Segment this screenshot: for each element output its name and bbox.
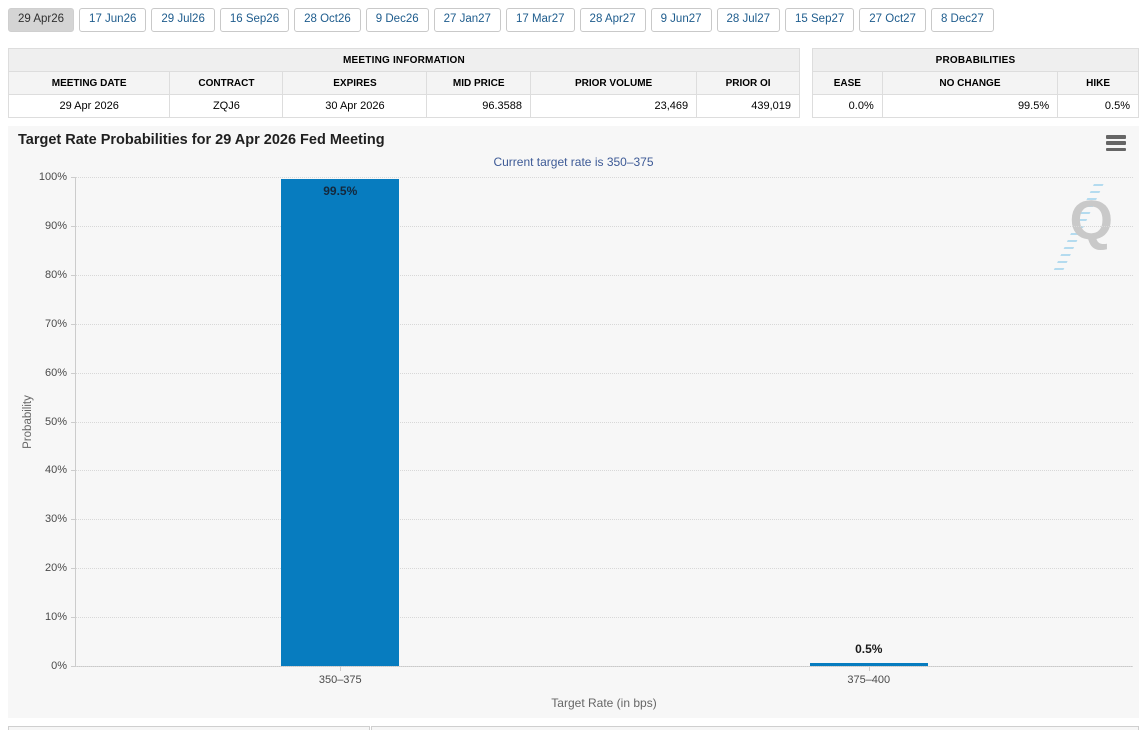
meeting-info-group-header: MEETING INFORMATION <box>8 48 800 72</box>
meeting-tab-29-jul26[interactable]: 29 Jul26 <box>151 8 215 32</box>
y-gridline <box>76 421 1133 423</box>
meeting-tab-16-sep26[interactable]: 16 Sep26 <box>219 8 290 32</box>
meeting-tab-27-jan27[interactable]: 27 Jan27 <box>433 8 501 32</box>
probabilities-column-header: EASE <box>812 71 883 95</box>
meeting-info-value: 29 Apr 2026 <box>7 94 171 118</box>
probability-bar-375-400[interactable] <box>810 663 928 666</box>
y-axis-tick-label: 40% <box>44 464 67 477</box>
meeting-info-value: ZQJ6 <box>169 94 284 118</box>
meeting-tab-8-dec27[interactable]: 8 Dec27 <box>930 8 994 32</box>
y-axis-title: Probability <box>22 395 34 449</box>
next-table-stub-right <box>371 726 1139 730</box>
y-gridline <box>76 323 1133 325</box>
x-axis-label: 375–400 <box>847 674 891 686</box>
y-gridline <box>76 666 1133 667</box>
y-axis-tick-label: 30% <box>44 513 67 526</box>
meeting-tab-28-oct26[interactable]: 28 Oct26 <box>294 8 361 32</box>
meeting-date-tabs: 29 Apr26 17 Jun26 29 Jul26 16 Sep26 28 Oct26… <box>8 8 994 32</box>
y-axis-tick-label: 60% <box>44 366 67 379</box>
x-axis-title: Target Rate (in bps) <box>551 696 657 710</box>
meeting-info-column-header: PRIOR OI <box>696 71 800 95</box>
y-axis-tick-label: 0% <box>51 660 67 672</box>
y-gridline <box>76 568 1133 570</box>
quikstrike-q-logo: Q <box>1069 188 1113 251</box>
meeting-tab-9-dec26[interactable]: 9 Dec26 <box>365 8 429 32</box>
probabilities-column-header: HIKE <box>1057 71 1139 95</box>
meeting-tab-9-jun27[interactable]: 9 Jun27 <box>650 8 712 32</box>
y-axis-tick-label: 70% <box>44 317 67 330</box>
y-axis-tick <box>71 177 76 178</box>
meeting-info-value: 30 Apr 2026 <box>282 94 428 118</box>
x-axis-tick <box>869 666 870 671</box>
y-axis-tick-label: 10% <box>44 611 67 624</box>
hamburger-bar <box>1106 141 1126 145</box>
probability-bar-350-375[interactable] <box>281 179 399 666</box>
chart-title: Target Rate Probabilities for 29 Apr 202… <box>18 132 385 148</box>
y-axis-tick-label: 20% <box>44 562 67 575</box>
meeting-info-column-header: CONTRACT <box>169 71 284 95</box>
plot-area: 0% 10% 20% 30% 40% 50% 60% 70% 80% 90% 100% 99.5% 35… <box>39 171 1133 686</box>
meeting-tab-28-apr27[interactable]: 28 Apr27 <box>579 8 646 32</box>
y-axis-tick-label: 50% <box>44 415 67 428</box>
y-axis-tick <box>71 274 76 276</box>
y-axis-tick <box>71 617 76 619</box>
next-table-stub-left <box>8 726 370 730</box>
y-axis-tick <box>71 519 76 521</box>
y-axis-tick <box>71 372 76 374</box>
hamburger-bar <box>1106 135 1126 139</box>
y-gridline <box>76 519 1133 521</box>
meeting-info-column-header: MID PRICE <box>426 71 532 95</box>
y-axis-tick <box>71 666 76 667</box>
meeting-tab-28-jul27[interactable]: 28 Jul27 <box>716 8 781 32</box>
meeting-tab-15-sep27[interactable]: 15 Sep27 <box>785 8 855 32</box>
meeting-tab-17-jun26[interactable]: 17 Jun26 <box>79 8 147 32</box>
meeting-tab-17-mar27[interactable]: 17 Mar27 <box>505 8 575 32</box>
bar-value-label: 0.5% <box>855 642 883 656</box>
meeting-info-table: MEETING INFORMATION MEETING DATE CONTRACT E… <box>7 48 800 118</box>
meeting-info-value: 439,019 <box>696 94 800 118</box>
target-rate-chart-panel: Target Rate Probabilities for 29 Apr 202… <box>8 126 1139 718</box>
y-axis-tick <box>71 225 76 227</box>
bar-value-label: 99.5% <box>323 184 358 198</box>
y-gridline <box>76 617 1133 619</box>
y-axis-tick <box>71 568 76 570</box>
meeting-info-value: 23,469 <box>530 94 698 118</box>
probabilities-table: PROBABILITIES EASE NO CHANGE HIKE 0.0% 99.5% 0… <box>812 48 1139 118</box>
y-gridline <box>76 372 1133 374</box>
meeting-info-column-header: MEETING DATE <box>7 71 171 95</box>
y-gridline <box>76 470 1133 472</box>
probabilities-group-header: PROBABILITIES <box>812 48 1139 72</box>
x-axis-label: 350–375 <box>318 674 362 686</box>
probabilities-value: 0.0% <box>812 94 883 118</box>
hamburger-bar <box>1106 147 1126 151</box>
quikstrike-watermark: Q <box>1049 178 1115 274</box>
probabilities-column-header: NO CHANGE <box>881 71 1059 95</box>
y-gridline <box>76 177 1133 178</box>
meeting-tab-29-apr26[interactable]: 29 Apr26 <box>8 8 75 32</box>
y-axis-tick-label: 90% <box>44 219 67 232</box>
meeting-info-column-header: EXPIRES <box>282 71 428 95</box>
x-axis-tick <box>340 666 341 671</box>
probabilities-value: 0.5% <box>1057 94 1139 118</box>
hamburger-icon[interactable] <box>1106 135 1126 151</box>
y-axis-tick <box>71 470 76 472</box>
y-axis-tick <box>71 323 76 325</box>
meeting-tab-27-oct27[interactable]: 27 Oct27 <box>859 8 926 32</box>
y-axis-tick-label: 100% <box>38 171 67 183</box>
meeting-info-column-header: PRIOR VOLUME <box>530 71 698 95</box>
y-axis-tick <box>71 421 76 423</box>
y-gridline <box>76 274 1133 276</box>
y-axis-tick-label: 80% <box>44 268 67 281</box>
probabilities-value: 99.5% <box>881 94 1059 118</box>
meeting-info-value: 96.3588 <box>426 94 532 118</box>
y-gridline <box>76 225 1133 227</box>
chart-subtitle: Current target rate is 350–375 <box>493 155 654 169</box>
